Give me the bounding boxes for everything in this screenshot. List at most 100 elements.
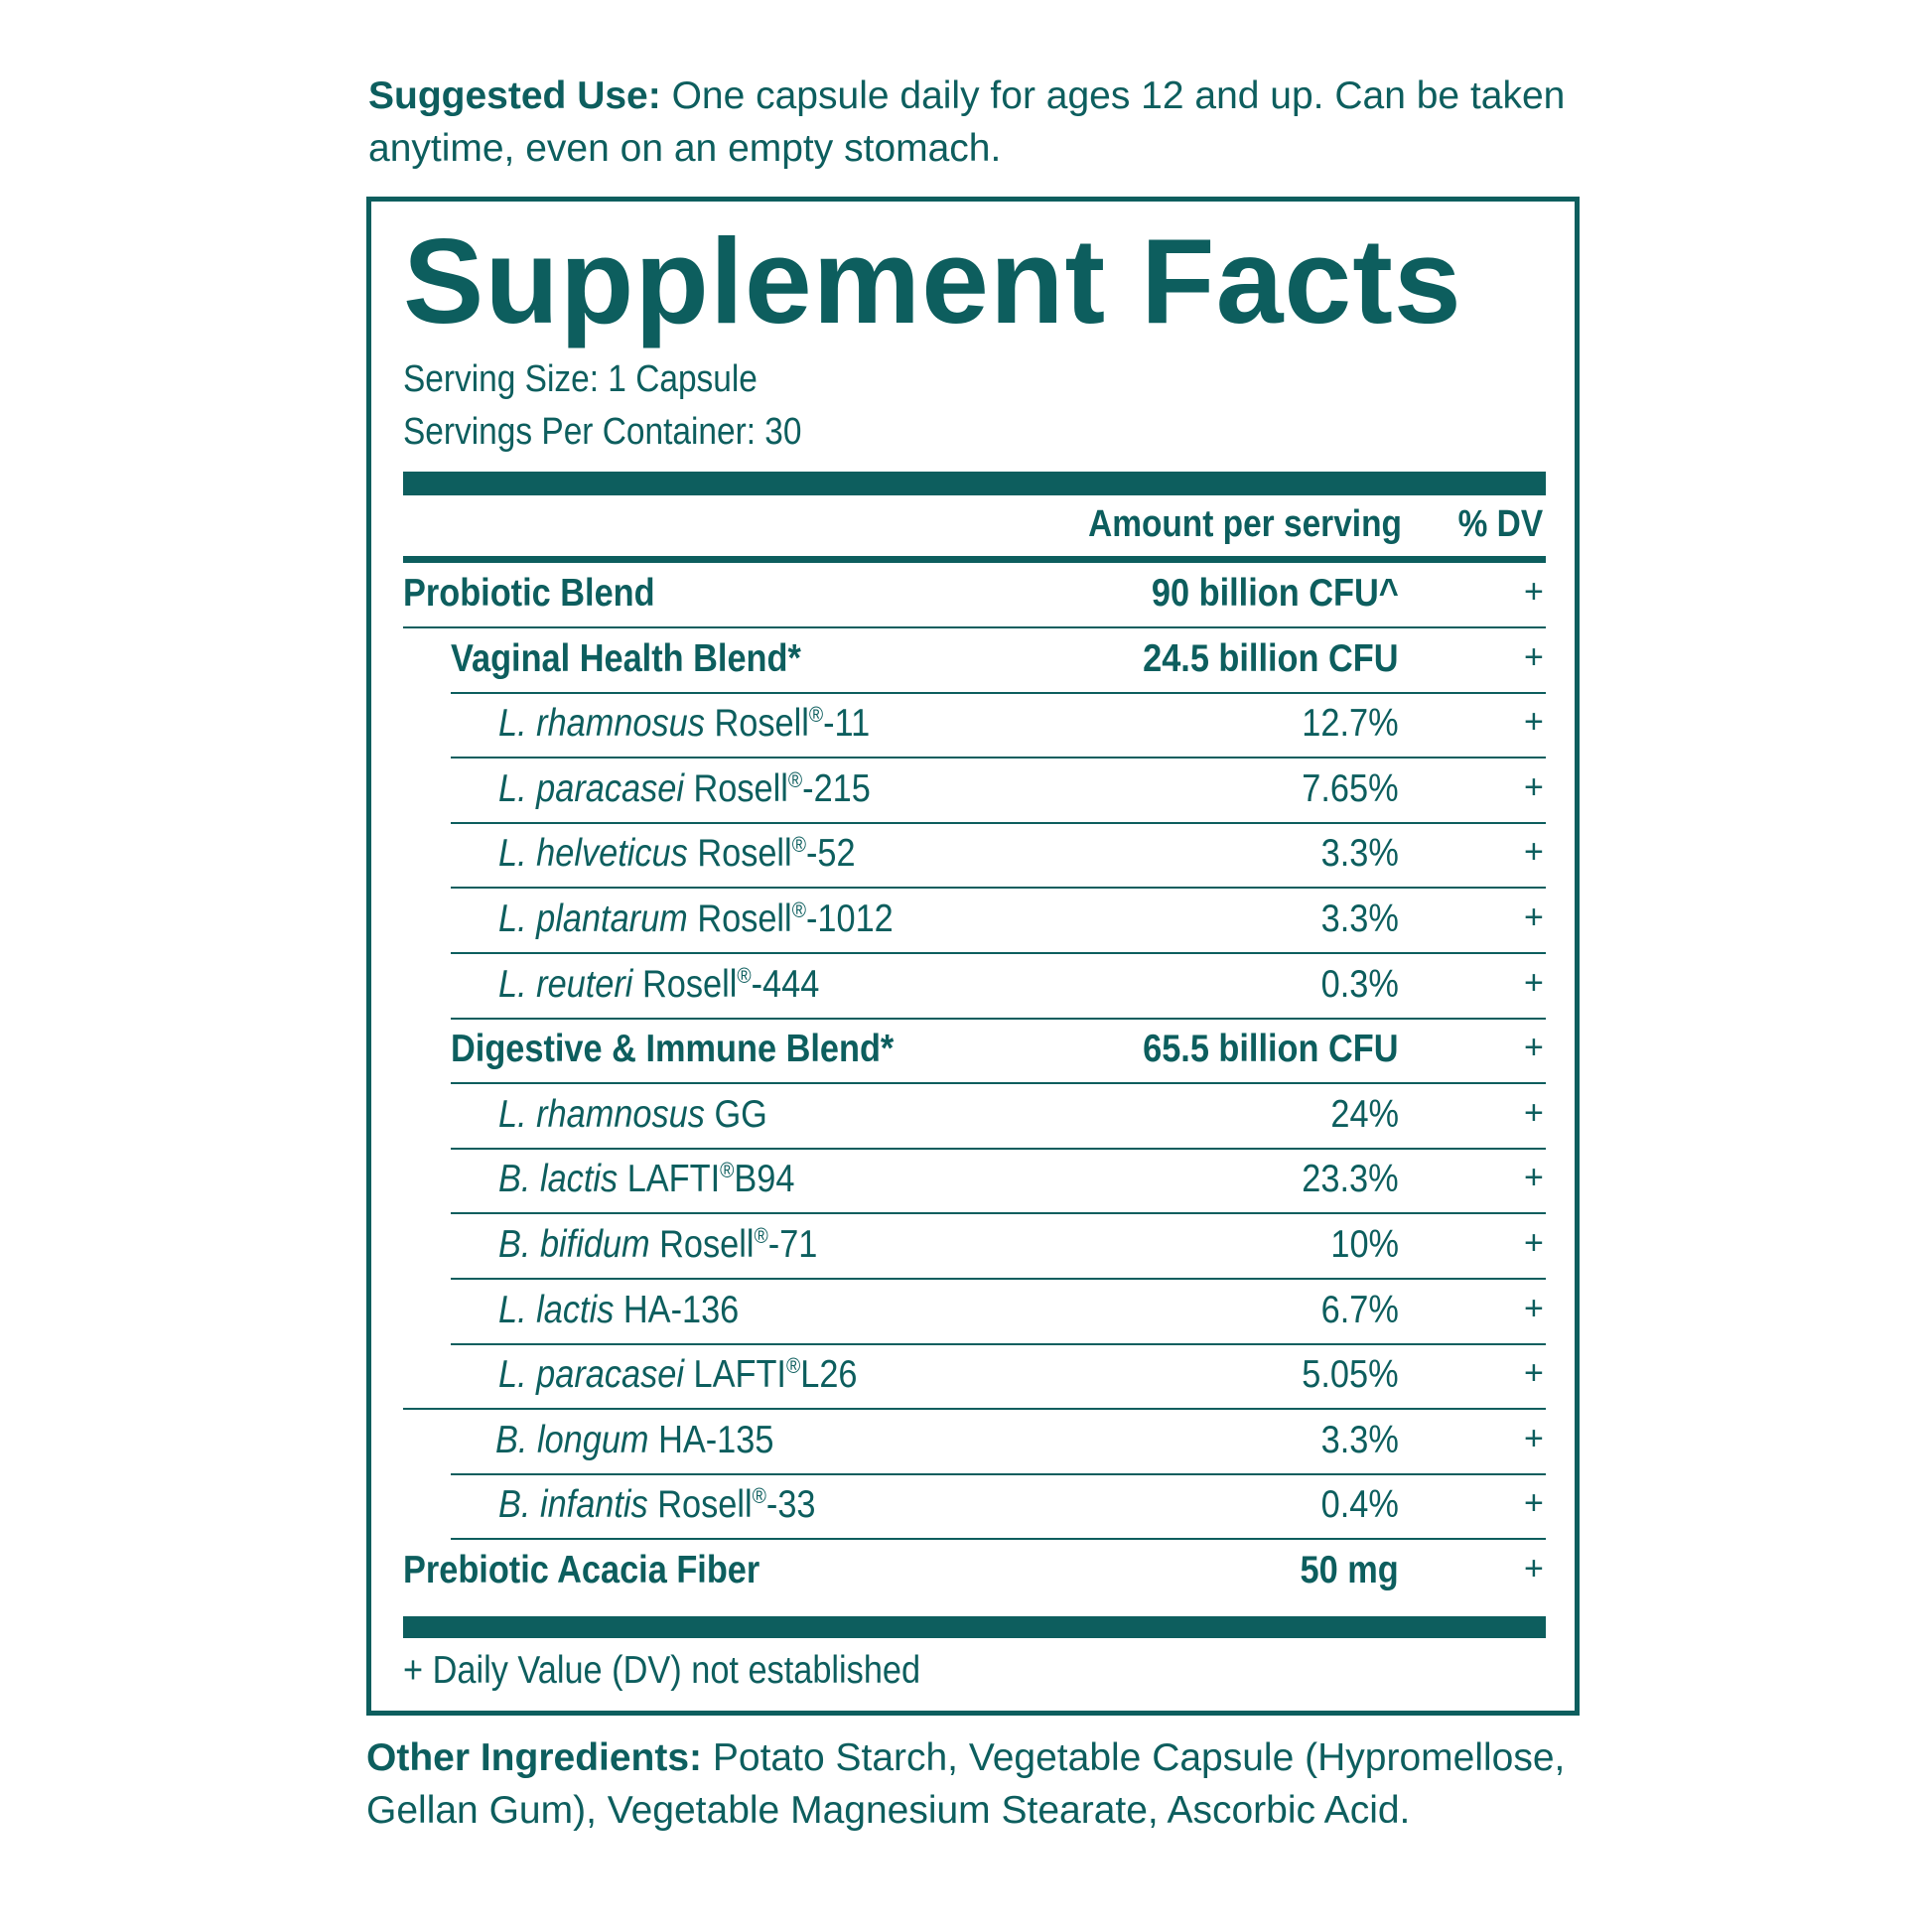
ingredient-strain: HA-135 (648, 1418, 774, 1461)
registered-mark: ® (720, 1158, 735, 1183)
divider-thick-bottom (403, 1616, 1546, 1638)
other-ingredients-label: Other Ingredients: (366, 1736, 703, 1779)
ingredient-strain-code: -1012 (805, 897, 894, 940)
ingredient-name: L. rhamnosus Rosell®-11 (498, 699, 870, 749)
ingredient-strain: LAFTI (618, 1158, 721, 1201)
ingredient-name: Digestive & Immune Blend* (451, 1025, 894, 1074)
ingredient-amount: 65.5 billion CFU (1143, 1028, 1399, 1071)
row-divider (451, 887, 1546, 890)
row-divider (451, 1147, 1546, 1150)
facts-row: B. longum HA-135 3.3% + (371, 1410, 1575, 1475)
row-divider (451, 691, 1546, 694)
row-divider (403, 626, 1546, 628)
panel-title: Supplement Facts (403, 213, 1462, 348)
ingredient-strain-code: -444 (751, 962, 820, 1006)
ingredient-strain: GG (704, 1092, 767, 1136)
ingredient-dv: + (1524, 637, 1544, 676)
ingredient-strain-code: -11 (823, 702, 871, 746)
ingredient-strain: Rosell (647, 1483, 753, 1527)
dv-footnote: + Daily Value (DV) not established (403, 1649, 921, 1692)
ingredient-species: B. longum (495, 1418, 649, 1461)
ingredient-amount: 24% (1330, 1092, 1399, 1136)
ingredient-amount: 3.3% (1320, 1418, 1399, 1461)
ingredient-species: B. infantis (498, 1483, 648, 1527)
ingredient-species: B. lactis (498, 1158, 619, 1201)
ingredient-species: L. rhamnosus (498, 702, 705, 746)
ingredient-dv: + (1524, 1159, 1544, 1197)
facts-row: Prebiotic Acacia Fiber 50 mg + (371, 1540, 1575, 1605)
ingredient-strain-code: L26 (800, 1353, 858, 1397)
ingredient-amount: 7.65% (1302, 766, 1399, 810)
facts-row: Probiotic Blend 90 billion CFU^ + (371, 563, 1575, 628)
column-header-dv: % DV (1457, 503, 1543, 545)
ingredient-name: L. rhamnosus GG (498, 1090, 767, 1140)
ingredient-dv: + (1524, 767, 1544, 806)
row-divider (451, 952, 1546, 954)
ingredient-amount: 0.3% (1320, 962, 1399, 1006)
ingredient-amount: 23.3% (1302, 1158, 1399, 1201)
facts-row: Digestive & Immune Blend* 65.5 billion CF… (371, 1019, 1575, 1085)
ingredient-dv: + (1524, 1289, 1544, 1327)
ingredient-name: L. plantarum Rosell®-1012 (498, 895, 894, 944)
suggested-use-text: One capsule daily for ages 12 and up. Ca… (368, 74, 1566, 170)
ingredient-name: Vaginal Health Blend* (451, 634, 801, 684)
facts-row: B. infantis Rosell®-33 0.4% + (371, 1474, 1575, 1541)
registered-mark: ® (785, 1353, 801, 1379)
ingredient-species: L. lactis (498, 1288, 615, 1331)
ingredient-species: L. rhamnosus (498, 1092, 705, 1136)
ingredient-name: L. reuteri Rosell®-444 (498, 960, 819, 1010)
ingredient-strain: Rosell (649, 1223, 755, 1266)
ingredient-dv: + (1524, 1419, 1544, 1457)
ingredient-name: Probiotic Blend (403, 569, 655, 619)
ingredient-dv: + (1524, 1484, 1544, 1523)
registered-mark: ® (737, 962, 752, 988)
row-divider (451, 1342, 1546, 1345)
ingredient-name: L. lactis HA-136 (498, 1286, 739, 1335)
ingredient-name: L. paracasei Rosell®-215 (498, 764, 871, 814)
ingredient-amount: 0.4% (1320, 1483, 1399, 1527)
ingredient-dv: + (1524, 703, 1544, 742)
ingredient-name: Prebiotic Acacia Fiber (403, 1546, 759, 1595)
ingredient-strain-code: -215 (802, 766, 871, 810)
ingredient-species: L. plantarum (498, 897, 688, 940)
ingredient-species: L. helveticus (498, 832, 688, 876)
ingredient-strain-code: -71 (767, 1223, 818, 1266)
facts-row: L. helveticus Rosell®-52 3.3% + (371, 823, 1575, 890)
ingredient-strain: Rosell (704, 702, 809, 746)
row-divider (451, 1212, 1546, 1215)
facts-row: L. lactis HA-136 6.7% + (371, 1280, 1575, 1345)
facts-row: L. rhamnosus Rosell®-11 12.7% + (371, 693, 1575, 759)
ingredient-dv: + (1524, 573, 1544, 611)
ingredient-amount: 24.5 billion CFU (1143, 636, 1399, 680)
serving-info: Serving Size: 1 Capsule Servings Per Con… (403, 353, 802, 459)
ingredient-strain-code: B94 (734, 1158, 795, 1201)
ingredient-amount: 50 mg (1300, 1549, 1399, 1591)
ingredient-strain-code: -52 (805, 832, 856, 876)
ingredient-strain: Rosell (632, 962, 738, 1006)
ingredient-strain: Probiotic Blend (403, 572, 655, 615)
ingredient-species: B. bifidum (498, 1223, 650, 1266)
ingredient-amount: 90 billion CFU^ (1152, 572, 1399, 615)
ingredient-name: B. infantis Rosell®-33 (498, 1480, 816, 1530)
facts-row: B. bifidum Rosell®-71 10% + (371, 1214, 1575, 1280)
ingredient-dv: + (1524, 1354, 1544, 1393)
ingredient-amount: 10% (1330, 1223, 1399, 1266)
ingredient-species: L. reuteri (498, 962, 633, 1006)
facts-row: Vaginal Health Blend* 24.5 billion CFU + (371, 628, 1575, 694)
registered-mark: ® (791, 897, 806, 922)
ingredient-strain-code: -33 (765, 1483, 816, 1527)
other-ingredients: Other Ingredients: Potato Starch, Vegeta… (366, 1731, 1597, 1837)
registered-mark: ® (787, 766, 803, 792)
row-divider (451, 1538, 1546, 1541)
ingredient-strain: LAFTI (683, 1353, 786, 1397)
ingredient-name: B. longum HA-135 (495, 1416, 773, 1465)
ingredient-strain: Digestive & Immune Blend* (451, 1028, 895, 1071)
ingredient-amount: 12.7% (1302, 702, 1399, 746)
ingredient-strain: HA-136 (614, 1288, 740, 1331)
row-divider (451, 1278, 1546, 1280)
facts-row: L. plantarum Rosell®-1012 3.3% + (371, 889, 1575, 954)
ingredient-strain: Vaginal Health Blend* (451, 636, 801, 680)
ingredient-name: L. helveticus Rosell®-52 (498, 829, 856, 879)
row-divider (451, 1082, 1546, 1085)
suggested-use-label: Suggested Use: (368, 74, 661, 117)
